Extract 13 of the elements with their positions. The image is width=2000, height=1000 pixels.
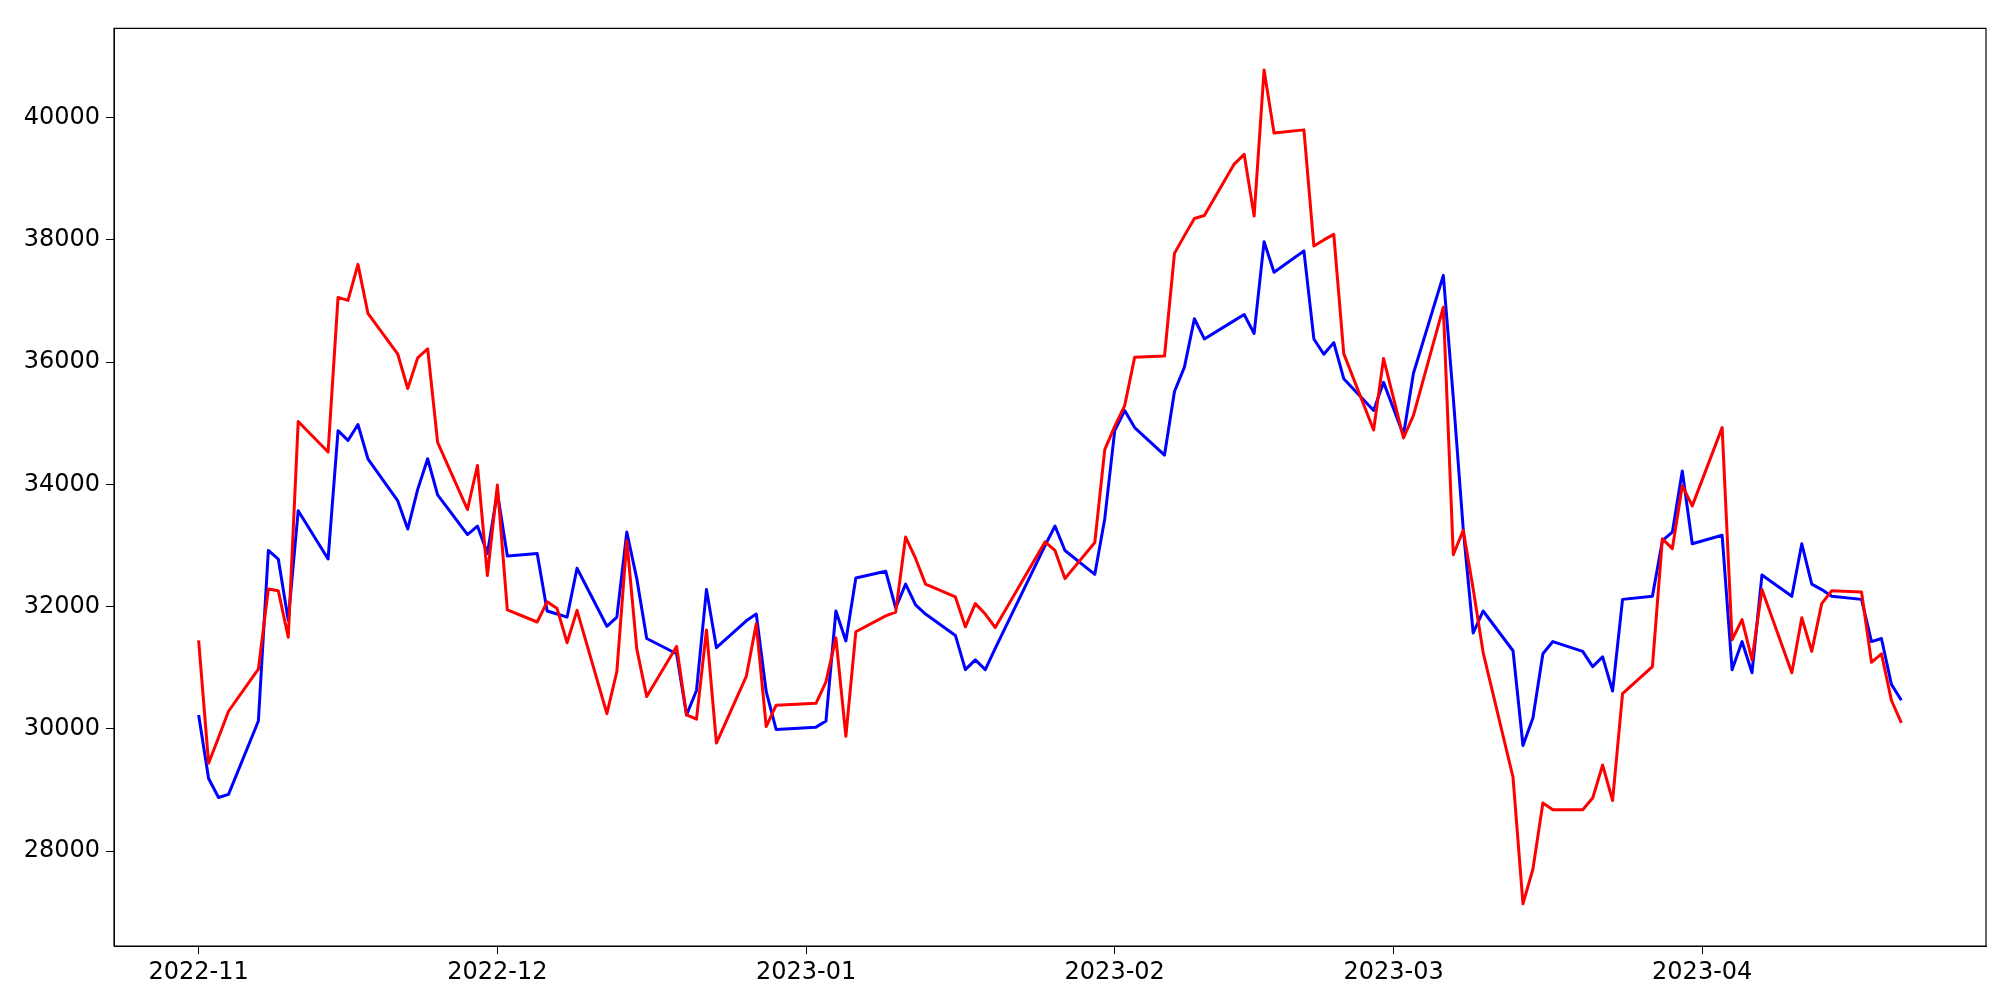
x-tick-label: 2023-02 <box>1064 956 1165 985</box>
y-tick-label: 36000 <box>23 346 100 375</box>
x-tick-label: 2023-03 <box>1343 956 1444 985</box>
x-tick-label: 2023-01 <box>755 956 857 985</box>
y-tick-label: 30000 <box>23 713 100 742</box>
x-tick-label: 2022-12 <box>447 956 548 985</box>
y-tick-label: 40000 <box>23 101 100 130</box>
y-tick-label: 38000 <box>23 224 100 253</box>
x-tick-label: 2023-04 <box>1652 956 1753 985</box>
y-tick-label: 32000 <box>23 590 100 619</box>
y-tick-label: 34000 <box>23 468 100 497</box>
x-tick-label: 2022-11 <box>148 956 249 985</box>
y-tick-label: 28000 <box>23 835 100 864</box>
